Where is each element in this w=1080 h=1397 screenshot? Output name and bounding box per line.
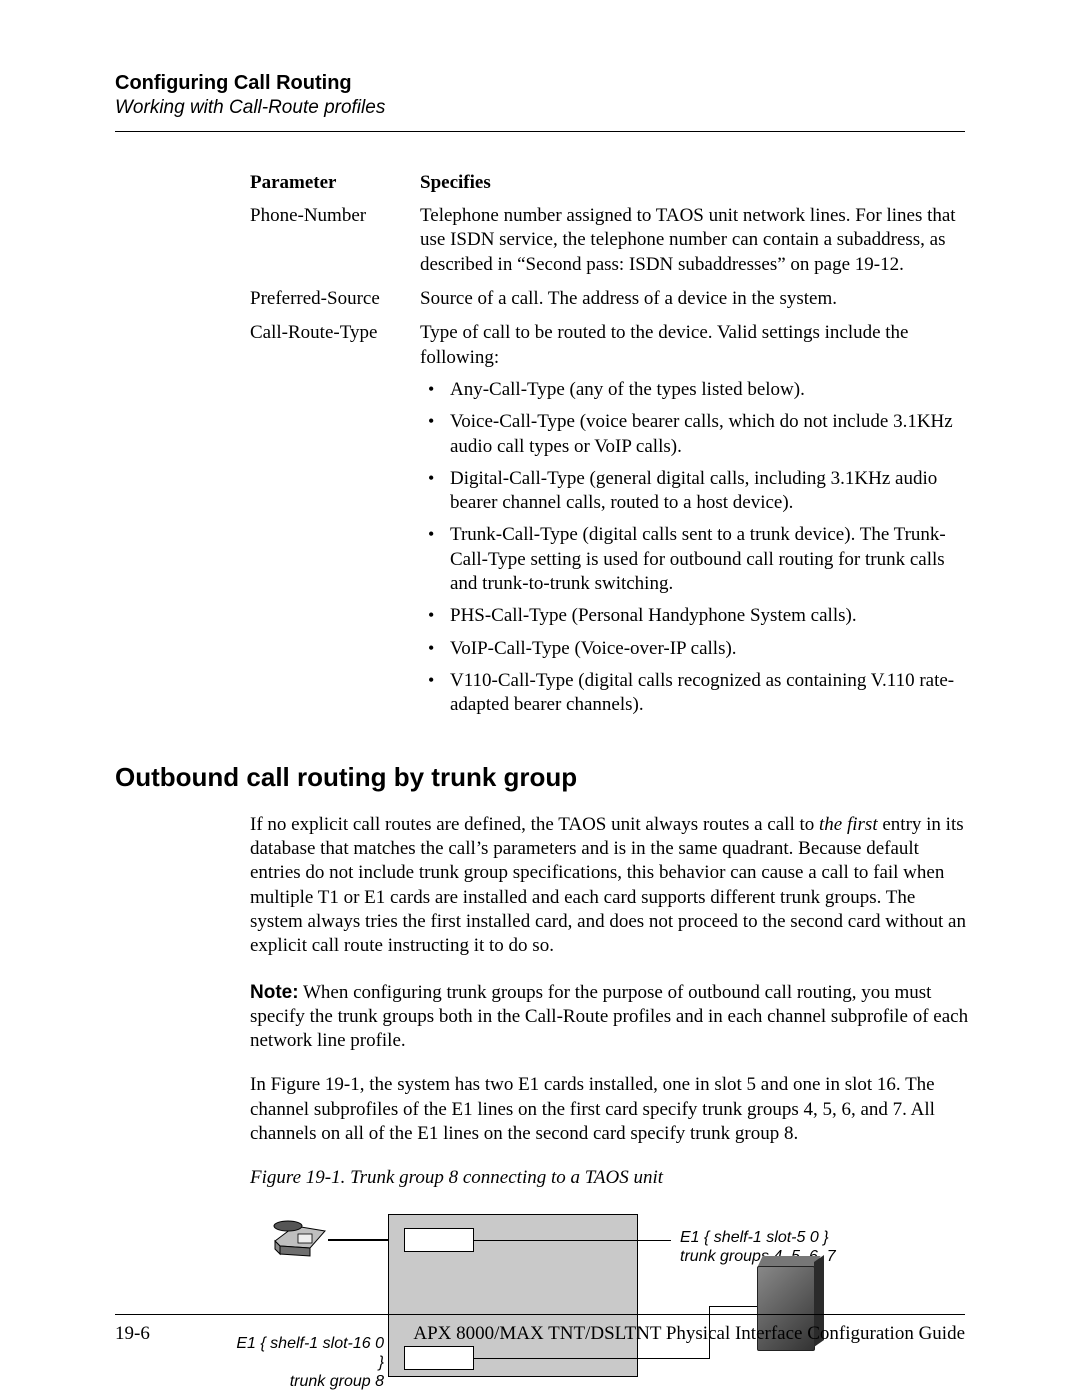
- header-subtitle: Working with Call-Route profiles: [115, 97, 965, 119]
- param-name: Phone-Number: [250, 204, 420, 277]
- telephone-icon: [270, 1216, 330, 1261]
- para1-post: entry in its database that matches the c…: [250, 814, 966, 957]
- list-item: VoIP-Call-Type (Voice-over-IP calls).: [420, 637, 970, 661]
- header-rule: [115, 131, 965, 132]
- param-spec: Telephone number assigned to TAOS unit n…: [420, 204, 970, 277]
- col-header-specifies: Specifies: [420, 172, 970, 194]
- note-body: When configuring trunk groups for the pu…: [250, 982, 968, 1052]
- connector-line: [328, 1239, 388, 1241]
- slot-top: [404, 1228, 474, 1252]
- param-spec: Source of a call. The address of a devic…: [420, 287, 970, 311]
- label-line: trunk group 8: [290, 1373, 384, 1390]
- param-name: Preferred-Source: [250, 287, 420, 311]
- book-title: APX 8000/MAX TNT/DSLTNT Physical Interfa…: [413, 1323, 965, 1345]
- para1-pre: If no explicit call routes are defined, …: [250, 814, 819, 835]
- footer-rule: [115, 1314, 965, 1315]
- figure-caption: Figure 19-1. Trunk group 8 connecting to…: [250, 1166, 970, 1190]
- figure-19-1: E1 { shelf-1 slot-5 0 } trunk groups 4, …: [250, 1206, 970, 1396]
- paragraph: If no explicit call routes are defined, …: [250, 813, 970, 959]
- section-body: If no explicit call routes are defined, …: [250, 813, 970, 1191]
- connector-line: [474, 1240, 671, 1241]
- table-header-row: Parameter Specifies: [250, 172, 970, 194]
- connector-line: [709, 1306, 757, 1307]
- slot-bottom: [404, 1346, 474, 1370]
- list-item: V110-Call-Type (digital calls recognized…: [420, 669, 970, 718]
- note-label: Note:: [250, 982, 299, 1003]
- list-item: Digital-Call-Type (general digital calls…: [420, 467, 970, 516]
- list-item: Voice-Call-Type (voice bearer calls, whi…: [420, 410, 970, 459]
- section-heading: Outbound call routing by trunk group: [115, 762, 965, 793]
- list-item: Trunk-Call-Type (digital calls sent to a…: [420, 523, 970, 596]
- note-paragraph: Note: When configuring trunk groups for …: [250, 981, 970, 1054]
- param-name: Call-Route-Type: [250, 321, 420, 717]
- connector-line: [474, 1358, 709, 1359]
- list-item: Any-Call-Type (any of the types listed b…: [420, 378, 970, 402]
- page-footer: 19-6 APX 8000/MAX TNT/DSLTNT Physical In…: [115, 1323, 965, 1345]
- list-item: PHS-Call-Type (Personal Handyphone Syste…: [420, 604, 970, 628]
- col-header-parameter: Parameter: [250, 172, 420, 194]
- call-type-list: Any-Call-Type (any of the types listed b…: [420, 378, 970, 718]
- paragraph: In Figure 19-1, the system has two E1 ca…: [250, 1073, 970, 1146]
- parameter-table: Parameter Specifies Phone-Number Telepho…: [250, 172, 970, 718]
- param-spec: Type of call to be routed to the device.…: [420, 321, 970, 717]
- page-number: 19-6: [115, 1323, 150, 1345]
- running-header: Configuring Call Routing Working with Ca…: [115, 72, 965, 132]
- document-page: Configuring Call Routing Working with Ca…: [0, 0, 1080, 1397]
- table-row: Preferred-Source Source of a call. The a…: [250, 287, 970, 311]
- table-row: Call-Route-Type Type of call to be route…: [250, 321, 970, 717]
- label-line: E1 { shelf-1 slot-5 0 }: [680, 1229, 829, 1246]
- table-row: Phone-Number Telephone number assigned t…: [250, 204, 970, 277]
- header-title: Configuring Call Routing: [115, 72, 965, 95]
- para1-emphasis: the first: [819, 814, 878, 835]
- param-spec-intro: Type of call to be routed to the device.…: [420, 322, 909, 367]
